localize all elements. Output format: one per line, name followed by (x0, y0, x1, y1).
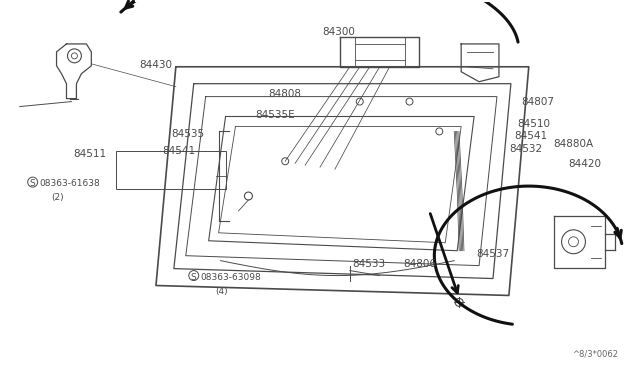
Text: 84532: 84532 (509, 144, 542, 154)
Text: 84510: 84510 (517, 119, 550, 129)
Text: 08363-61638: 08363-61638 (40, 179, 100, 188)
Bar (116, 151, 225, 189)
Text: 84807: 84807 (521, 97, 554, 107)
Text: 84880A: 84880A (554, 140, 594, 150)
Text: 84511: 84511 (74, 149, 107, 159)
Circle shape (458, 301, 461, 304)
Text: ^8/3*0062: ^8/3*0062 (572, 349, 618, 358)
Text: 84430: 84430 (139, 60, 172, 70)
Text: 84420: 84420 (568, 159, 602, 169)
Text: 84537: 84537 (476, 249, 509, 259)
Text: 84535: 84535 (171, 129, 204, 140)
Text: 08363-63098: 08363-63098 (201, 273, 262, 282)
Text: (4): (4) (216, 286, 228, 295)
Text: S: S (191, 273, 196, 282)
Text: 84808: 84808 (268, 89, 301, 99)
Text: S: S (29, 179, 35, 188)
Text: (2): (2) (52, 193, 64, 202)
Text: 84533: 84533 (352, 259, 385, 269)
Text: 84535E: 84535E (255, 109, 295, 119)
Text: 84541: 84541 (163, 146, 196, 156)
Text: 84300: 84300 (322, 27, 355, 37)
Text: 84541: 84541 (514, 131, 547, 141)
Text: 84806: 84806 (403, 259, 436, 269)
